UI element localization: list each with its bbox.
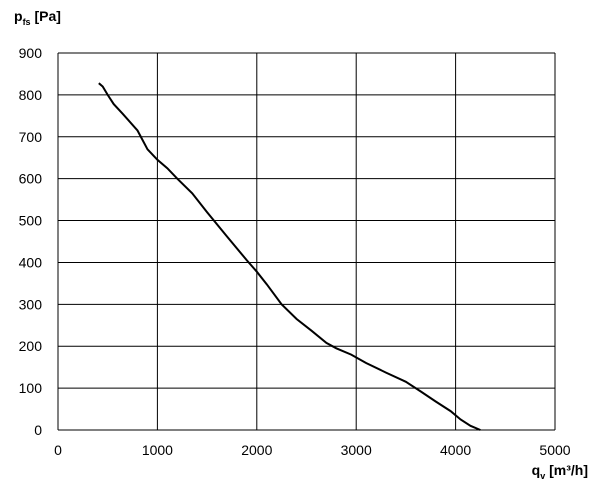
y-axis-title: pfs [Pa] (14, 8, 61, 27)
x-axis-symbol: q (531, 462, 541, 478)
y-axis-symbol: p (14, 8, 23, 24)
y-tick-label-3: 300 (19, 296, 43, 312)
x-tick-label-3: 3000 (341, 442, 372, 458)
y-tick-label-8: 800 (19, 87, 43, 103)
y-tick-label-5: 500 (19, 213, 43, 229)
series-line (98, 82, 481, 431)
y-tick-label-7: 700 (19, 129, 43, 145)
y-axis-subscript: fs (22, 17, 31, 27)
y-tick-labels: 0 100 200 300 400 500 600 700 800 900 (19, 45, 43, 438)
x-tick-label-4: 4000 (440, 442, 471, 458)
x-tick-label-2: 2000 (241, 442, 272, 458)
y-axis-unit: [Pa] (34, 8, 61, 24)
x-axis-unit: [m³/h] (549, 462, 588, 478)
y-tick-label-9: 900 (19, 45, 43, 61)
x-tick-labels: 0 1000 2000 3000 4000 5000 (54, 442, 571, 458)
y-tick-label-4: 400 (19, 254, 43, 270)
x-axis-title: qv [m³/h] (531, 462, 588, 481)
y-tick-label-1: 100 (19, 380, 43, 396)
x-tick-label-0: 0 (54, 442, 62, 458)
y-tick-label-0: 0 (34, 422, 42, 438)
x-axis-subscript: v (540, 471, 546, 481)
y-tick-label-6: 600 (19, 171, 43, 187)
x-tick-label-1: 1000 (142, 442, 173, 458)
y-tick-label-2: 200 (19, 338, 43, 354)
grid (57, 52, 556, 431)
x-tick-label-5: 5000 (539, 442, 570, 458)
